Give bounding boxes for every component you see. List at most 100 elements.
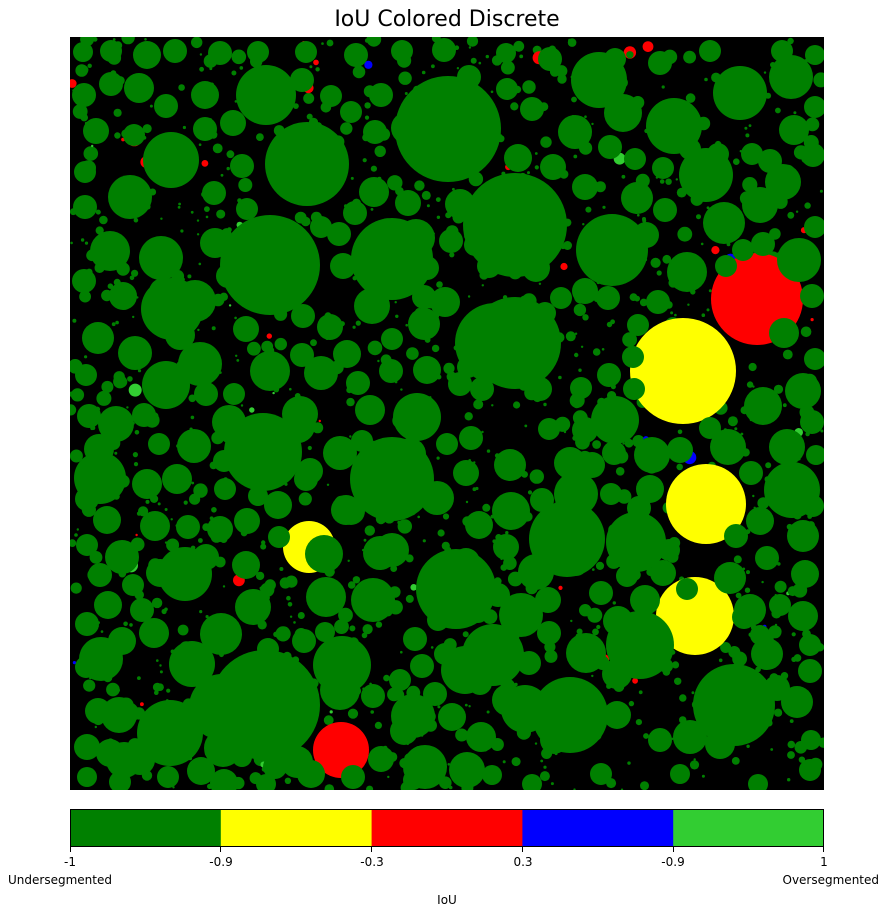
colorbar-bin — [673, 809, 824, 847]
segment-cell-small — [205, 215, 209, 219]
segment-cell-small — [406, 347, 419, 360]
segment-cell — [140, 511, 170, 541]
segment-cell — [304, 356, 338, 390]
segment-cell — [223, 383, 245, 405]
segment-cell-small — [144, 38, 147, 41]
segment-cell-small — [234, 316, 237, 320]
segment-cell — [436, 433, 458, 455]
segment-cell-small — [431, 344, 440, 353]
segment-cell — [449, 752, 485, 788]
segment-cell-small — [639, 298, 648, 307]
segment-cell — [656, 577, 734, 655]
segment-cell — [124, 73, 154, 103]
segment-cell — [604, 48, 626, 70]
segment-cell-small — [731, 757, 740, 765]
segment-cell-small — [560, 262, 568, 271]
segment-cell-small — [820, 429, 824, 433]
segment-cell-small — [746, 381, 754, 388]
segment-cell — [220, 215, 320, 315]
segment-cell-small — [199, 66, 205, 72]
segment-cell — [802, 495, 824, 517]
segment-cell-small — [540, 759, 544, 763]
segment-cell-small — [101, 380, 114, 393]
segment-cell — [464, 234, 486, 256]
segment-cell — [751, 232, 775, 256]
segment-cell-small — [315, 67, 320, 72]
colorbar-tick-mark — [673, 847, 674, 852]
segment-cell-small — [289, 615, 293, 618]
segment-cell — [176, 515, 200, 539]
segment-cell-small — [321, 42, 324, 45]
segment-cell — [538, 418, 560, 440]
segment-cell — [482, 765, 502, 785]
segment-cell-small — [591, 122, 594, 126]
segment-cell-small — [226, 166, 230, 171]
segment-cell — [132, 403, 156, 427]
segment-cell-small — [364, 525, 375, 536]
segment-cell — [769, 429, 805, 465]
segment-cell — [658, 539, 680, 561]
segment-cell-small — [128, 383, 142, 397]
colorbar-bin — [371, 809, 523, 847]
segment-cell-small — [367, 340, 383, 356]
segment-cell — [634, 437, 670, 473]
segment-cell — [751, 638, 783, 670]
segment-cell — [410, 654, 434, 678]
segment-cell — [157, 766, 179, 788]
segment-cell — [292, 629, 316, 653]
segment-cell-small — [539, 771, 550, 782]
segment-cell-small — [782, 403, 787, 408]
segment-cell — [572, 278, 598, 304]
segment-cell-small — [637, 213, 640, 217]
segment-cell-small — [677, 429, 683, 435]
segment-cell — [73, 195, 97, 219]
segment-cell — [315, 622, 335, 642]
segment-cell-small — [132, 452, 138, 458]
segment-cell-small — [748, 124, 752, 127]
segment-cell-small — [596, 624, 601, 630]
segment-cell-small — [272, 391, 275, 395]
segment-cell — [423, 682, 447, 706]
segment-cell-small — [375, 621, 383, 628]
segment-cell — [178, 342, 222, 386]
segment-cell-small — [196, 219, 200, 222]
segment-cell — [343, 201, 367, 225]
segment-cell — [109, 771, 131, 790]
segment-cell — [74, 734, 100, 760]
segment-cell — [646, 290, 670, 314]
segment-cell — [598, 135, 622, 159]
segment-cell — [125, 745, 155, 775]
segment-cell — [361, 684, 385, 708]
segment-cell — [529, 236, 551, 258]
segment-cell-small — [239, 66, 244, 70]
segment-cell — [82, 322, 114, 354]
segment-cell-small — [397, 519, 412, 534]
segment-cell-small — [659, 179, 665, 184]
segment-cell — [154, 94, 178, 118]
segment-cell-small — [240, 404, 244, 407]
segment-cell-small — [364, 115, 370, 120]
undersegmented-label: Undersegmented — [8, 873, 112, 887]
segment-cell — [208, 689, 236, 717]
segment-cell-small — [264, 579, 276, 591]
segment-cell-small — [196, 233, 200, 236]
segment-cell — [72, 269, 96, 293]
segment-cell-small — [72, 318, 77, 323]
segment-cell — [432, 38, 456, 62]
segment-cell — [210, 769, 238, 790]
segment-cell-small — [687, 303, 690, 306]
segment-cell-small — [626, 51, 634, 59]
segment-cell — [75, 612, 99, 636]
colorbar-bin — [220, 809, 373, 847]
segment-cell-small — [289, 387, 292, 391]
segment-cell-small — [338, 607, 353, 623]
segment-cell — [85, 698, 111, 724]
segment-cell — [149, 278, 177, 306]
segment-cell — [187, 757, 215, 785]
segment-cell — [346, 371, 370, 395]
segment-cell-small — [156, 683, 164, 691]
segment-cell — [648, 728, 672, 752]
segment-cell — [389, 669, 411, 691]
segment-cell-small — [216, 209, 226, 219]
segment-cell-small — [819, 189, 823, 193]
